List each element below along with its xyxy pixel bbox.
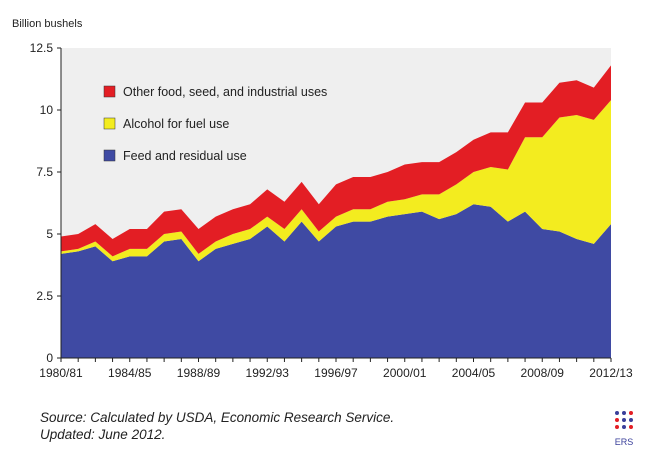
ers-logo-text: ERS [614, 437, 634, 447]
ers-logo-dot [622, 418, 626, 422]
legend-label: Alcohol for fuel use [123, 117, 229, 131]
area-series-0 [61, 204, 611, 358]
legend: Other food, seed, and industrial uses Alc… [103, 85, 327, 163]
y-axis-unit-label: Billion bushels [12, 18, 83, 30]
y-tick-label: 10 [40, 103, 54, 117]
x-tick-label: 1980/81 [39, 366, 83, 380]
y-tick-label: 12.5 [30, 41, 54, 55]
x-tick-label: 2000/01 [383, 366, 427, 380]
x-tick-label: 2004/05 [452, 366, 496, 380]
ers-logo-dot [615, 425, 619, 429]
ers-logo-dot [629, 418, 633, 422]
area-series-2 [61, 65, 611, 257]
x-tick-label: 1992/93 [246, 366, 290, 380]
ers-logo-dot [622, 411, 626, 415]
legend-label: Feed and residual use [123, 149, 247, 163]
ers-logo-dot [629, 411, 633, 415]
area-series-1 [61, 100, 611, 262]
x-tick-label: 1988/89 [177, 366, 221, 380]
axes-group: 0 2.5 5 7.5 10 12.5 1980/81 1984/85 1988/89 1992/… [30, 41, 633, 380]
y-tick-label: 0 [46, 351, 53, 365]
x-tick-label: 1996/97 [314, 366, 358, 380]
ers-logo-dot [615, 418, 619, 422]
y-tick-label: 2.5 [36, 289, 53, 303]
legend-label: Other food, seed, and industrial uses [123, 85, 327, 99]
x-tick-label: 1984/85 [108, 366, 152, 380]
source-note: Source: Calculated by USDA, Economic Res… [40, 409, 394, 443]
x-tick-label: 2008/09 [521, 366, 565, 380]
ers-logo: ERS [612, 409, 636, 449]
ers-logo-dot [629, 425, 633, 429]
area-series-group [61, 65, 611, 358]
source-line-1: Source: Calculated by USDA, Economic Res… [40, 410, 395, 425]
x-tick-label: 2012/13 [589, 366, 633, 380]
ers-logo-dot [615, 411, 619, 415]
legend-swatch [103, 85, 116, 98]
y-tick-label: 5 [46, 227, 53, 241]
legend-swatch [103, 149, 116, 162]
legend-swatch [103, 117, 116, 130]
stacked-area-chart: Billion bushels 0 2.5 5 7.5 10 12.5 1980/81 198… [12, 18, 633, 380]
source-line-2: Updated: June 2012. [40, 427, 166, 442]
ers-logo-dot [622, 425, 626, 429]
y-tick-label: 7.5 [36, 165, 53, 179]
